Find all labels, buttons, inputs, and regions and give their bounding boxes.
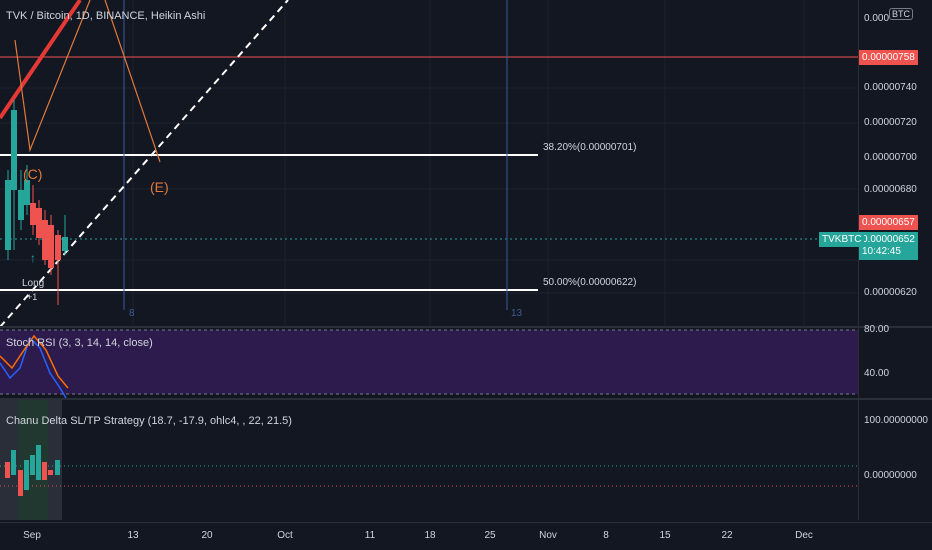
- stoch-d-line: [0, 334, 69, 389]
- wave-label-c: (C): [23, 166, 43, 182]
- price-axis-label: 0.00000700: [864, 152, 917, 163]
- price-axis-label: 0.00000680: [864, 184, 917, 195]
- grid-lines: [0, 0, 858, 327]
- trade-profit-label: +1: [27, 292, 38, 302]
- time-label: Oct: [277, 530, 293, 541]
- time-label: 8: [603, 530, 609, 541]
- last-price-value: 0.00000652: [862, 234, 915, 245]
- red-price-tag-2: 0.00000657: [859, 215, 918, 230]
- last-price-tag: 0.00000652 10:42:45: [859, 232, 918, 260]
- symbol-tag: TVKBTC: [819, 232, 865, 247]
- price-axis[interactable]: 0.000 BTC 0.00000758 0.00000740 0.000007…: [858, 0, 932, 327]
- time-label: Nov: [539, 530, 557, 541]
- rsi-band-fill: [0, 330, 858, 394]
- strategy-axis[interactable]: 100.00000000 0.00000000: [858, 400, 932, 520]
- stoch-rsi-pane[interactable]: Stoch RSI (3, 3, 14, 14, close): [0, 328, 858, 399]
- price-chart-pane[interactable]: ↑ TVK / Bitcoin, 1D, BINANCE, Heikin Ash…: [0, 0, 858, 328]
- dashed-trend-line[interactable]: [0, 0, 289, 328]
- stoch-rsi-legend[interactable]: Stoch RSI (3, 3, 14, 14, close): [6, 337, 153, 349]
- rsi-lower-label: 40.00: [864, 368, 890, 379]
- time-axis-border: [0, 522, 932, 523]
- red-price-tag: 0.00000758: [859, 50, 918, 65]
- pane-separator[interactable]: [0, 398, 932, 400]
- time-label: 20: [201, 530, 213, 541]
- fib-label-38: 38.20%(0.00000701): [543, 142, 637, 153]
- strategy-pane[interactable]: Chanu Delta SL/TP Strategy (18.7, -17.9,…: [0, 400, 858, 520]
- time-label: 11: [364, 530, 376, 541]
- price-chart-canvas[interactable]: ↑: [0, 0, 858, 328]
- pane-separator[interactable]: [0, 326, 932, 328]
- wave-label-e: (E): [150, 179, 169, 195]
- strategy-bars: [5, 445, 60, 496]
- time-label: 18: [424, 530, 436, 541]
- cycle-label-8: 8: [129, 308, 135, 319]
- stoch-rsi-canvas[interactable]: [0, 328, 858, 399]
- countdown-timer: 10:42:45: [862, 246, 901, 257]
- time-label: 15: [659, 530, 671, 541]
- strategy-legend[interactable]: Chanu Delta SL/TP Strategy (18.7, -17.9,…: [6, 415, 292, 427]
- rsi-axis[interactable]: 80.00 40.00: [858, 324, 932, 398]
- price-axis-label: 0.00000620: [864, 287, 917, 298]
- fib-label-50: 50.00%(0.00000622): [543, 277, 637, 288]
- time-label: Dec: [795, 530, 813, 541]
- candles: [5, 100, 68, 305]
- wave-path-1[interactable]: [14, 0, 91, 153]
- wave-path-2[interactable]: [104, 0, 161, 163]
- time-label: Sep: [23, 530, 41, 541]
- stoch-k-line: [0, 336, 67, 399]
- symbol-title[interactable]: TVK / Bitcoin, 1D, BINANCE, Heikin Ashi: [6, 10, 206, 22]
- price-axis-label: 0.00000720: [864, 117, 917, 128]
- price-axis-label: 0.00000740: [864, 82, 917, 93]
- time-label: 25: [484, 530, 496, 541]
- long-arrow-icon: ↑: [30, 251, 36, 265]
- strategy-canvas[interactable]: [0, 400, 858, 520]
- time-label: 22: [721, 530, 733, 541]
- price-axis-label: 0.000: [864, 13, 890, 24]
- trade-long-label: Long: [22, 278, 45, 289]
- strategy-upper-label: 100.00000000: [864, 415, 928, 426]
- strategy-lower-label: 0.00000000: [864, 470, 917, 481]
- currency-badge[interactable]: BTC: [889, 8, 913, 20]
- cycle-label-13: 13: [511, 308, 523, 319]
- red-trend-line[interactable]: [0, 0, 82, 120]
- time-label: 13: [127, 530, 139, 541]
- rsi-upper-label: 80.00: [864, 324, 890, 335]
